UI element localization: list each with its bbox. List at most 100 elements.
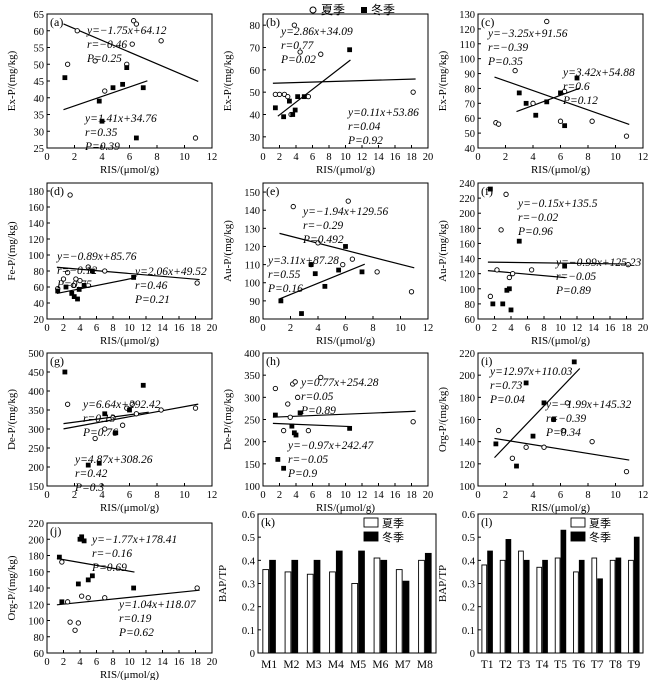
- y-tick-label: 80: [250, 21, 261, 32]
- data-point-winter: [347, 47, 353, 53]
- data-point-summer: [133, 411, 140, 417]
- data-point-winter: [312, 271, 318, 277]
- x-tick-label: 6: [94, 323, 99, 334]
- data-point-summer: [305, 427, 312, 434]
- plot-frame: [262, 352, 429, 487]
- data-point-winter: [514, 463, 519, 469]
- bar-summer-T3: [518, 550, 524, 654]
- x-tick-label: 2: [503, 152, 508, 163]
- y-axis-label: Org-P/(mg/kg): [6, 555, 18, 621]
- panel-c: (c) Ex-P/(mg/kg) 40 50 60 70 80 90 100 110 120 130 0…: [437, 10, 648, 176]
- data-point-winter: [140, 85, 146, 91]
- data-point-winter: [281, 465, 287, 471]
- regression-equation: y=1.04x+118.07: [118, 599, 197, 611]
- bar-winter-M3: [313, 559, 321, 654]
- y-tick-label: 70: [465, 99, 476, 110]
- x-category-label: M3: [306, 659, 322, 671]
- data-point-winter: [131, 585, 137, 591]
- x-tick-label: 12: [357, 152, 368, 163]
- x-tick-label: 8: [110, 657, 115, 668]
- x-tick-label: 16: [390, 152, 401, 163]
- y-tick-label: 100: [459, 285, 475, 296]
- x-tick-label: 4: [99, 490, 105, 501]
- data-point-winter: [79, 534, 85, 540]
- x-tick-label: 10: [340, 490, 351, 501]
- data-point-summer: [305, 93, 312, 100]
- data-point-winter: [287, 98, 292, 104]
- y-tick-label: 80: [465, 84, 476, 95]
- data-point-summer: [589, 439, 595, 445]
- y-tick-label: 50: [34, 60, 45, 71]
- regression-p-value: P=0.16: [267, 283, 303, 295]
- x-tick-label: 18: [621, 323, 632, 334]
- data-point-summer: [133, 21, 140, 27]
- y-tick-label: 0.6: [242, 510, 255, 521]
- x-tick-label: 10: [610, 152, 621, 163]
- regression-p-value: P=0.02: [280, 54, 316, 66]
- regression-line-summer: [63, 23, 199, 82]
- regression-equation: y=−0.99x+125.23: [555, 257, 641, 269]
- x-tick-label: 8: [370, 323, 375, 334]
- y-tick-label: 80: [250, 315, 261, 326]
- y-tick-label: 100: [28, 617, 44, 628]
- panel-a: (a) Ex-P/(mg/kg) 25 30 35 40 45 50 55 60 65 0 2 4 6 8 10…: [6, 10, 217, 176]
- x-tick-label: 16: [605, 323, 616, 334]
- data-point-summer: [272, 385, 279, 392]
- x-tick-label: 4: [99, 152, 105, 163]
- regression-line-winter: [494, 368, 581, 459]
- panel-label: (a): [50, 15, 63, 29]
- x-tick-label: 6: [310, 490, 315, 501]
- regression-r-value: r=0.46: [135, 280, 168, 292]
- data-point-winter: [523, 100, 529, 106]
- data-point-winter: [289, 423, 295, 429]
- y-tick-label: 110: [245, 261, 260, 272]
- y-tick-label: 0.2: [462, 603, 475, 614]
- x-tick-label: 16: [174, 323, 185, 334]
- data-point-winter: [272, 412, 278, 418]
- regression-r-value: r=0.35: [85, 127, 118, 139]
- regression-line-winter: [279, 263, 365, 300]
- x-tick-label: 2: [61, 657, 66, 668]
- x-axis-label: RIS/(μmol/g): [316, 335, 375, 347]
- y-tick-label: 400: [28, 387, 44, 398]
- y-tick-label: 0.5: [242, 533, 255, 544]
- data-point-summer: [512, 67, 518, 74]
- data-point-summer: [494, 267, 500, 273]
- regression-p-value: P=0.39: [84, 141, 120, 153]
- y-tick-label: 60: [34, 283, 45, 294]
- y-axis-label: Ex-P/(mg/kg): [437, 50, 449, 111]
- regression-line-winter: [272, 422, 351, 428]
- y-tick-label: 90: [465, 70, 476, 81]
- x-tick-label: 4: [315, 323, 321, 334]
- y-tick-label: 40: [34, 299, 45, 310]
- x-tick-label: 10: [340, 152, 351, 163]
- data-point-summer: [506, 274, 512, 281]
- legend-summer-label: 夏季: [321, 3, 345, 17]
- regression-equation: y=2.86x+34.09: [280, 26, 353, 38]
- regression-r-value: r=0.6: [563, 81, 590, 93]
- x-tick-label: 2: [61, 323, 66, 334]
- plot-frame: [262, 182, 429, 320]
- bar-summer-M6: [373, 557, 381, 654]
- x-tick-label: 8: [154, 152, 159, 163]
- regression-p-value: P=0.25: [86, 53, 122, 65]
- data-point-winter: [120, 81, 126, 87]
- data-point-summer: [102, 268, 108, 274]
- data-point-winter: [131, 275, 137, 280]
- regression-p-value: P=0.35: [487, 56, 523, 68]
- data-point-winter: [551, 417, 557, 422]
- x-tick-label: 12: [141, 323, 152, 334]
- data-point-winter: [127, 407, 132, 413]
- x-axis-label: RIS/(μmol/g): [100, 502, 159, 514]
- regression-equation: y=−0.89x+85.76: [56, 251, 137, 263]
- y-tick-label: 200: [244, 438, 260, 449]
- x-tick-label: 4: [508, 323, 514, 334]
- data-point-summer: [110, 414, 116, 421]
- y-tick-label: 350: [244, 371, 260, 382]
- data-point-summer: [92, 58, 98, 64]
- x-tick-label: 20: [207, 657, 218, 668]
- bar-winter-T6: [578, 559, 585, 654]
- x-tick-label: 20: [207, 323, 218, 334]
- x-tick-label: 18: [190, 657, 201, 668]
